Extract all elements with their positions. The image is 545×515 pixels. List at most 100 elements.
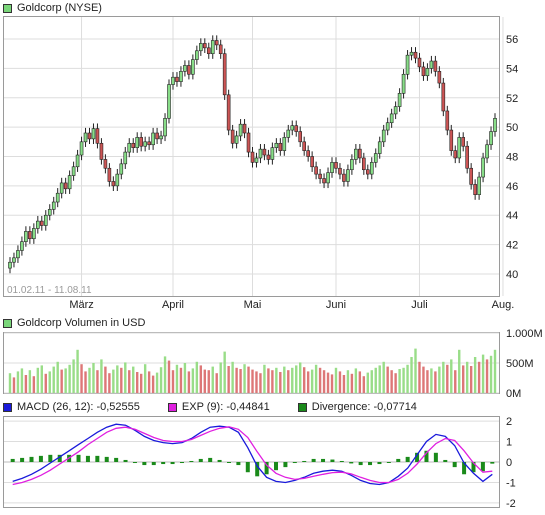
candle-body [409, 51, 414, 56]
candle-body [306, 150, 310, 157]
volume-bar [28, 370, 32, 393]
candle-body [159, 135, 163, 140]
volume-bar [104, 366, 107, 393]
divergence-bar [396, 458, 401, 462]
price-y-tick-label: 46 [506, 181, 518, 193]
volume-bar [378, 365, 381, 393]
candle-body [199, 43, 203, 52]
volume-bar [374, 367, 377, 393]
volume-bar [12, 377, 16, 393]
divergence-bar [114, 457, 119, 462]
divergence-bar [142, 462, 147, 466]
volume-bar [203, 369, 206, 393]
candle-body [99, 142, 104, 160]
volume-bar [481, 354, 485, 393]
divergence-bar [339, 460, 344, 462]
candle-body [191, 59, 195, 75]
price-y-tick-label: 56 [506, 34, 518, 46]
volume-bar [44, 373, 47, 393]
volume-bar [477, 361, 481, 393]
exp-legend-label: EXP (9): -0,44841 [181, 401, 270, 413]
volume-bar [271, 370, 274, 393]
candle-body [246, 132, 251, 153]
divergence-bar [236, 462, 241, 466]
divergence-legend-swatch [297, 402, 307, 412]
volume-legend-swatch [3, 318, 12, 328]
candle-body [254, 157, 259, 163]
volume-bar [72, 359, 75, 393]
candle-body [282, 137, 287, 151]
volume-bar [263, 364, 266, 393]
volume-bar [275, 367, 278, 393]
volume-bar [207, 370, 210, 393]
divergence-bar [283, 462, 288, 468]
volume-bar [414, 348, 417, 393]
candle-body [123, 151, 128, 165]
candle-body [107, 167, 112, 182]
divergence-bar [76, 454, 81, 462]
candle-body [334, 162, 338, 169]
volume-bar [259, 373, 262, 393]
volume-bar [215, 373, 218, 393]
candle-body [489, 131, 493, 146]
volume-bar [80, 364, 83, 393]
candle-body [362, 157, 366, 171]
divergence-bar [330, 459, 335, 462]
divergence-bar [386, 462, 391, 463]
volume-bar [60, 369, 63, 393]
candle-body [457, 137, 462, 159]
divergence-bar [189, 460, 194, 462]
volume-bar [120, 367, 123, 393]
divergence-bar [20, 457, 25, 462]
candle-body [405, 54, 410, 75]
volume-bar [418, 361, 421, 393]
divergence-bar [349, 462, 354, 464]
candle-body [485, 144, 489, 159]
candle-body [477, 176, 481, 195]
candle-body [350, 159, 354, 171]
macd-y-tick-label: -2 [506, 498, 516, 510]
volume-bar [36, 367, 40, 393]
volume-bar [454, 370, 457, 393]
candle-body [461, 137, 466, 147]
candle-body [155, 132, 159, 140]
volume-bar [155, 372, 159, 393]
candle-body [187, 65, 191, 75]
volume-bar [462, 365, 465, 393]
divergence-bar [38, 455, 43, 462]
candle-body [401, 73, 406, 94]
candle-body [67, 175, 72, 190]
candle-body [143, 141, 147, 147]
candle-body [167, 84, 171, 119]
volume-bar [299, 362, 302, 393]
candle-body [43, 214, 48, 226]
volume-bar [227, 366, 230, 393]
candle-body [91, 128, 96, 140]
volume-bar [247, 366, 250, 393]
candle-body [389, 113, 394, 124]
volume-legend: Goldcorp Volumen in USD [3, 316, 145, 330]
volume-bar [267, 368, 270, 393]
candle-body [202, 43, 207, 49]
candle-body [59, 182, 64, 194]
volume-bar [132, 366, 135, 393]
candle-body [119, 163, 124, 175]
candle-body [163, 118, 167, 137]
candle-body [417, 57, 422, 68]
candle-body [95, 128, 100, 144]
price-y-tick-label: 50 [506, 122, 518, 134]
volume-bar [295, 365, 298, 393]
volume-bar [195, 361, 199, 393]
x-tick-label: Aug. [492, 299, 515, 311]
candle-body [175, 76, 179, 82]
candle-body [437, 71, 442, 84]
divergence-bar [245, 462, 250, 473]
volume-bar [291, 367, 294, 393]
volume-bar [314, 364, 318, 393]
volume-bar [318, 367, 322, 393]
volume-bar [362, 376, 366, 393]
candle-body [39, 220, 44, 226]
volume-bar [147, 371, 151, 393]
volume-bar [366, 372, 369, 393]
volume-bar [76, 349, 79, 393]
